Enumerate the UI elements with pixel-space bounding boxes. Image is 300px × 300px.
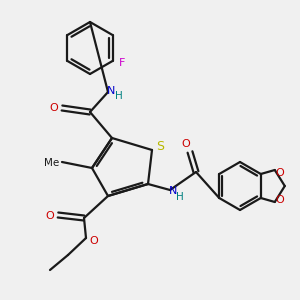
Text: O: O	[182, 139, 190, 149]
Text: S: S	[156, 140, 164, 154]
Text: N: N	[169, 186, 177, 196]
Text: N: N	[107, 86, 115, 96]
Text: O: O	[50, 103, 58, 113]
Text: O: O	[46, 211, 54, 221]
Text: O: O	[275, 168, 284, 178]
Text: H: H	[115, 91, 123, 101]
Text: Me: Me	[44, 158, 60, 168]
Text: O: O	[90, 236, 98, 246]
Text: F: F	[119, 58, 126, 68]
Text: H: H	[176, 192, 184, 202]
Text: O: O	[275, 195, 284, 205]
